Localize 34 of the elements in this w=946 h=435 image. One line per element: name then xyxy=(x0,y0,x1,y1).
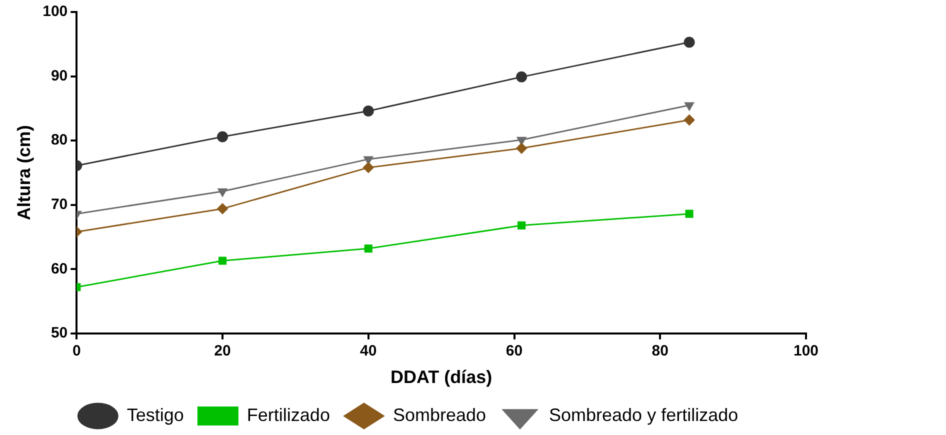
x-tick-label: 0 xyxy=(72,342,81,360)
y-tick-label: 90 xyxy=(50,67,68,84)
legend-label: Sombreado y fertilizado xyxy=(549,404,738,425)
legend-label: Sombreado xyxy=(392,404,486,425)
point xyxy=(516,142,528,154)
x-tick-label: 20 xyxy=(214,342,231,360)
point xyxy=(217,203,228,214)
x-tick-label: 40 xyxy=(360,342,377,360)
point xyxy=(684,114,695,126)
point xyxy=(218,256,227,265)
legend-label: Testigo xyxy=(126,404,184,425)
y-tick-label: 80 xyxy=(50,132,68,149)
point xyxy=(684,36,695,48)
point xyxy=(362,105,374,116)
point xyxy=(218,188,228,197)
point xyxy=(684,102,694,111)
y-tick-label: 100 xyxy=(42,3,68,20)
point xyxy=(516,71,528,82)
point xyxy=(364,244,372,253)
point xyxy=(364,156,374,165)
point xyxy=(362,162,374,174)
x-tick-label: 100 xyxy=(793,342,819,360)
point xyxy=(516,136,526,146)
y-tick-label: 50 xyxy=(50,324,68,342)
legend-label: Fertilizado xyxy=(246,404,330,425)
y-tick-label: 60 xyxy=(50,260,68,278)
point xyxy=(518,221,526,230)
x-axis-title: DDAT (días) xyxy=(390,367,492,388)
x-tick-label: 60 xyxy=(506,342,523,360)
point xyxy=(685,210,694,218)
y-tick-label: 70 xyxy=(50,196,68,213)
point xyxy=(217,131,228,142)
x-tick-label: 80 xyxy=(652,342,668,360)
y-axis-title: Altura (cm) xyxy=(14,125,34,220)
